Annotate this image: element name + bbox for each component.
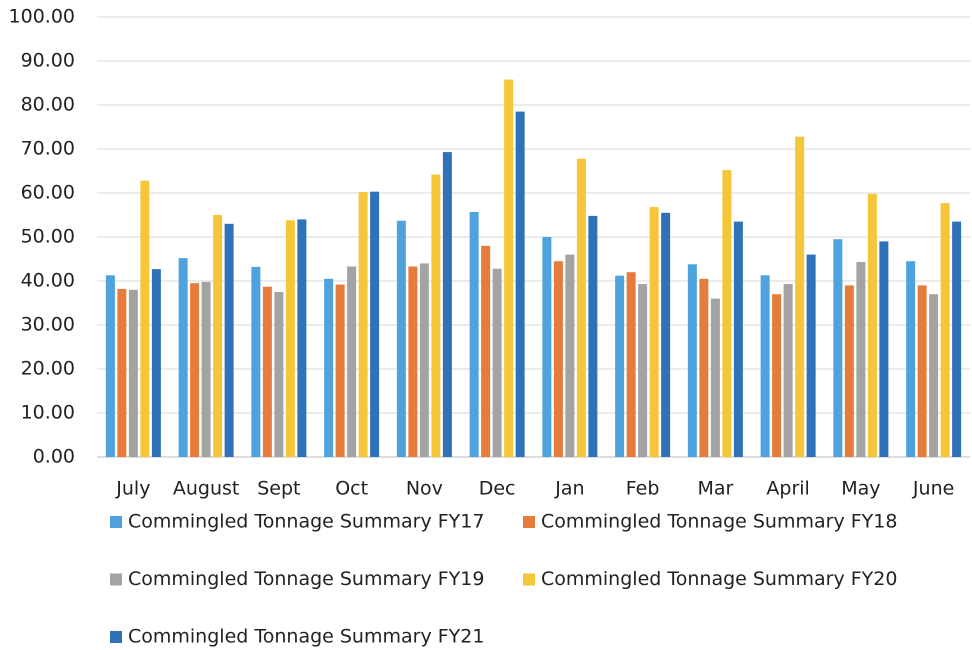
y-tick-label: 20.00 [21, 358, 75, 380]
bar [190, 283, 200, 457]
y-tick-label: 10.00 [21, 402, 75, 424]
y-tick-label: 50.00 [21, 226, 75, 248]
x-tick-label: April [766, 478, 809, 500]
legend-swatch [110, 631, 122, 643]
bar [140, 180, 150, 457]
legend-label: Commingled Tonnage Summary FY18 [541, 511, 897, 533]
bar [178, 258, 188, 457]
legend-label: Commingled Tonnage Summary FY20 [541, 568, 897, 590]
bar [251, 266, 261, 457]
bar [687, 264, 697, 457]
x-tick-label: July [115, 478, 150, 500]
bar [117, 288, 127, 457]
bar [710, 298, 720, 457]
bar [151, 269, 161, 457]
legend-label: Commingled Tonnage Summary FY21 [128, 626, 484, 648]
bar [297, 219, 307, 457]
y-tick-label: 30.00 [21, 314, 75, 336]
bar [481, 245, 491, 457]
y-tick-label: 60.00 [21, 182, 75, 204]
bar [262, 286, 272, 457]
x-tick-label: May [841, 478, 880, 500]
y-tick-label: 90.00 [21, 50, 75, 72]
x-tick-label: Oct [335, 478, 368, 500]
bar [504, 79, 514, 457]
bar [565, 254, 575, 457]
bar [105, 275, 115, 457]
x-tick-label: Mar [697, 478, 733, 500]
y-tick-label: 100.00 [9, 6, 75, 28]
bar [396, 220, 406, 457]
x-tick-label: August [173, 478, 240, 500]
bar [795, 136, 805, 457]
bar [347, 266, 357, 457]
bar [431, 174, 441, 457]
legend-swatch [523, 516, 535, 528]
bar [442, 152, 452, 457]
bar [128, 289, 138, 457]
bar [492, 268, 502, 457]
bar [515, 111, 525, 457]
bar [806, 254, 816, 457]
y-tick-label: 0.00 [33, 446, 75, 468]
bar [419, 263, 429, 457]
x-tick-label: Feb [626, 478, 660, 500]
bar [324, 278, 334, 457]
y-tick-label: 40.00 [21, 270, 75, 292]
bar [638, 284, 648, 457]
bar [661, 212, 671, 457]
bar [553, 261, 563, 457]
bar [542, 237, 552, 457]
bar [879, 241, 889, 457]
y-tick-label: 70.00 [21, 138, 75, 160]
bar [772, 294, 782, 457]
bar [856, 262, 866, 457]
bar [952, 221, 962, 457]
bar [722, 170, 732, 457]
bar [760, 275, 770, 457]
bar [224, 223, 234, 457]
y-tick-label: 80.00 [21, 94, 75, 116]
bar [929, 294, 939, 457]
bar [844, 285, 854, 457]
bar [213, 215, 223, 457]
x-tick-label: Sept [257, 478, 300, 500]
bar [699, 278, 709, 457]
x-tick-label: Nov [406, 478, 443, 500]
bar [733, 221, 743, 457]
legend-swatch [110, 516, 122, 528]
legend-swatch [523, 573, 535, 586]
legend-label: Commingled Tonnage Summary FY19 [128, 568, 484, 590]
x-tick-label: Dec [479, 478, 516, 500]
bar [867, 193, 877, 457]
bar [906, 261, 916, 457]
bar [615, 275, 625, 457]
legend-swatch [110, 573, 122, 586]
bar [274, 292, 284, 457]
x-tick-label: Jan [554, 478, 584, 500]
bar [370, 191, 380, 457]
bar [833, 239, 843, 457]
bar [358, 192, 368, 457]
bar [940, 203, 950, 457]
bar [783, 284, 793, 457]
bar [408, 266, 418, 457]
bar [285, 220, 295, 457]
bar [626, 272, 636, 457]
bar [335, 284, 345, 457]
bar [588, 215, 598, 457]
bar [576, 158, 586, 457]
bar [917, 285, 927, 457]
bar [201, 281, 211, 457]
bar [469, 211, 479, 457]
legend-label: Commingled Tonnage Summary FY17 [128, 511, 484, 533]
bar [649, 207, 659, 457]
x-tick-label: June [912, 478, 954, 500]
